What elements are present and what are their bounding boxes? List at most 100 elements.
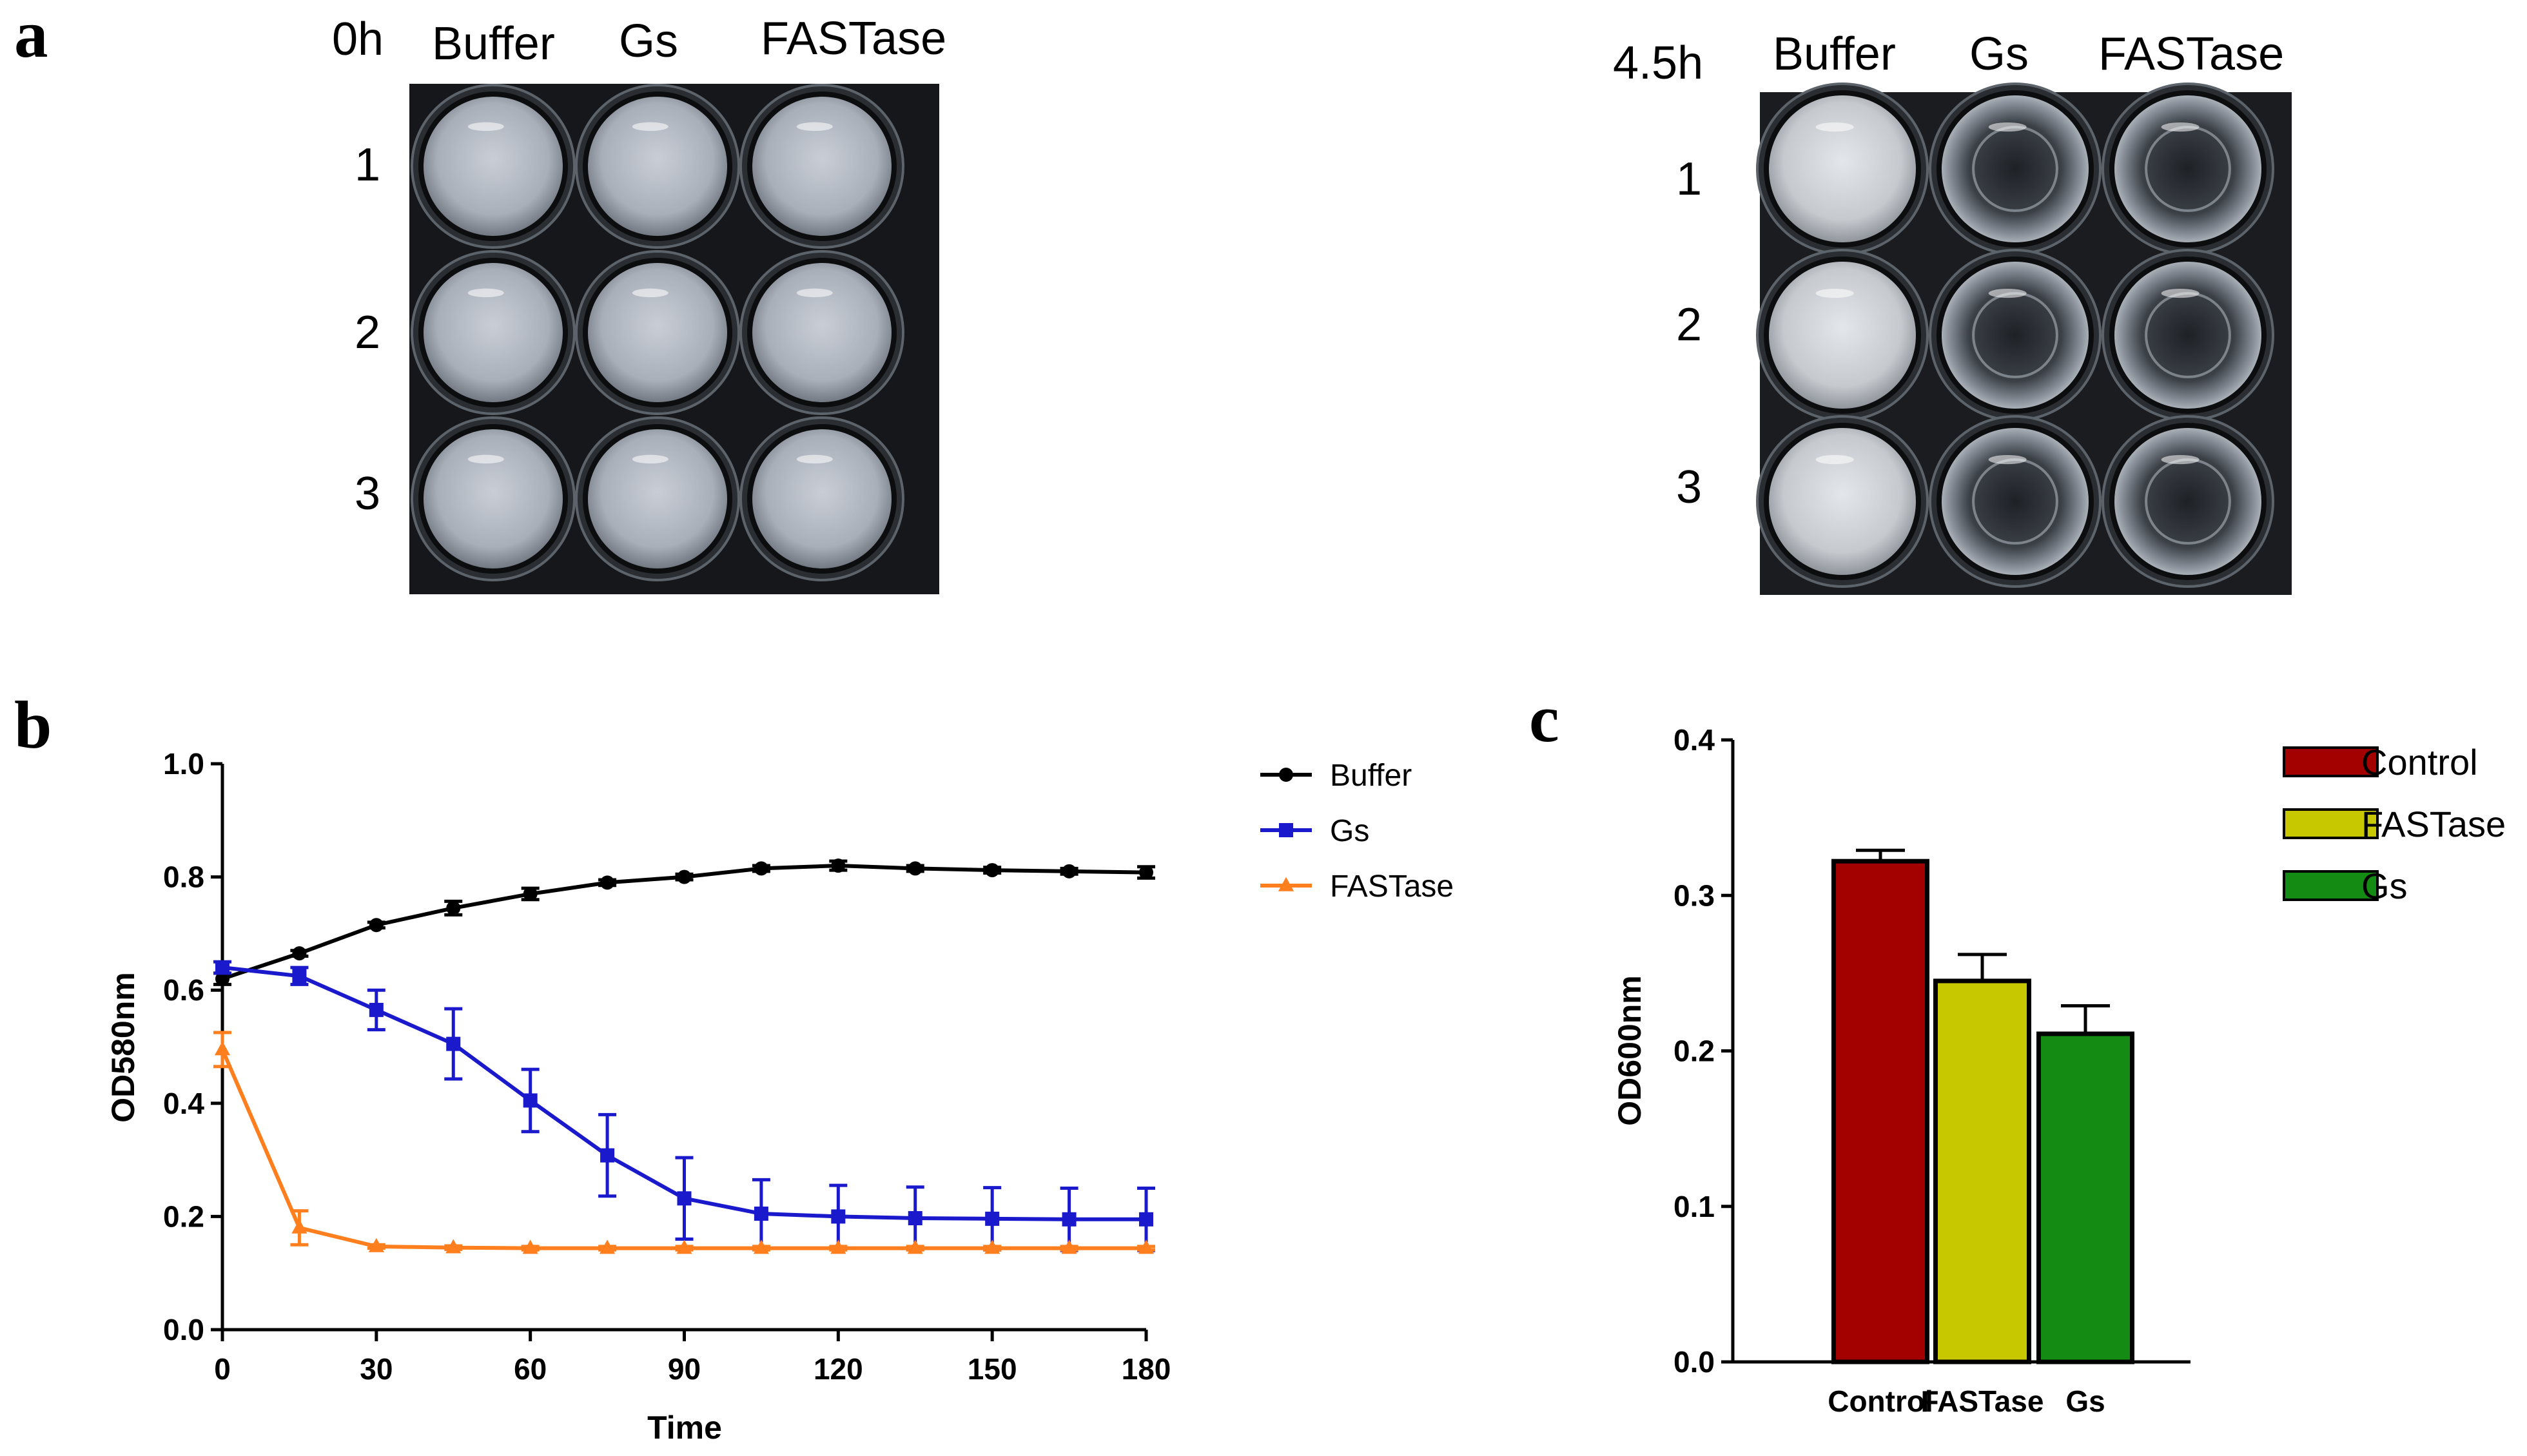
wells-grid [411, 84, 904, 581]
well-turbid [575, 250, 740, 415]
data-point [907, 1239, 923, 1254]
bar-fastase [1933, 978, 2031, 1364]
photo-row-label: 3 [1676, 461, 1702, 513]
photo-time-label: 0h [332, 14, 384, 65]
legend-label: Buffer [1330, 759, 1412, 793]
legend-swatch [2283, 808, 2379, 839]
photo-column-label: Buffer [432, 18, 555, 70]
legend-swatch [2283, 870, 2379, 901]
y-axis-title: OD600nm [1612, 975, 1648, 1125]
photo-column-label: Gs [1969, 28, 2029, 80]
legend-label: Control [2361, 742, 2478, 782]
legend-label: Gs [2361, 866, 2408, 906]
legend-item: FASTase [2283, 804, 2506, 844]
y-tick-label: 0.4 [1673, 723, 1715, 757]
y-axis-title: OD580nm [105, 972, 141, 1122]
data-point [214, 1041, 231, 1056]
legend-item: Buffer [1260, 759, 1412, 793]
data-point [908, 1211, 922, 1226]
data-point [1062, 1212, 1077, 1227]
well-clear [1929, 249, 2102, 422]
well-turbid [575, 416, 740, 581]
data-point [1138, 1239, 1155, 1254]
data-point [445, 1239, 462, 1254]
data-point [446, 900, 461, 915]
data-point [676, 1239, 692, 1254]
data-point [1279, 768, 1293, 782]
data-point [984, 1239, 1000, 1254]
data-point [523, 1093, 538, 1108]
data-point [753, 1239, 770, 1254]
legend-label: FASTase [2361, 804, 2506, 844]
photo-row-label: 1 [355, 139, 380, 191]
x-tick-label: 0 [214, 1352, 231, 1386]
data-point [291, 1219, 307, 1234]
data-point [831, 859, 846, 873]
photo-column-label: FASTase [761, 13, 946, 64]
data-point [677, 1191, 692, 1206]
data-point [1062, 864, 1077, 878]
x-tick-label: 60 [514, 1352, 547, 1386]
panel-b-label: b [14, 687, 52, 762]
well-turbid [575, 84, 740, 249]
legend: Buffer Gs FASTase [1260, 759, 1454, 904]
data-point [985, 1211, 1000, 1226]
x-tick-label: 120 [814, 1352, 863, 1386]
data-point [1061, 1239, 1077, 1254]
photo-row-label: 2 [355, 307, 380, 358]
data-point [908, 861, 922, 876]
data-point [1278, 877, 1294, 891]
well-turbid [739, 416, 904, 581]
well-turbid [1756, 83, 1929, 255]
series-gs [213, 960, 1155, 1252]
error-bar [1958, 953, 2007, 981]
y-tick-label: 0.2 [1673, 1034, 1715, 1068]
data-point [599, 1239, 616, 1254]
data-point [677, 869, 692, 884]
y-tick-label: 0.8 [163, 860, 204, 894]
y-tick-label: 0.2 [163, 1199, 204, 1233]
legend-item: Control [2283, 742, 2478, 782]
data-point [292, 946, 307, 961]
y-tick-label: 0.1 [1673, 1190, 1715, 1223]
well-clear [1929, 415, 2102, 588]
data-point [831, 1209, 846, 1224]
data-point [754, 1207, 768, 1221]
data-point [1279, 823, 1293, 837]
data-point [368, 1238, 384, 1252]
bar-control [1831, 859, 1929, 1364]
data-point [523, 886, 538, 901]
well-turbid [739, 84, 904, 249]
data-point [1139, 865, 1153, 880]
x-tick-label: 180 [1122, 1352, 1171, 1386]
well-clear [2102, 249, 2274, 422]
data-point [446, 1036, 461, 1051]
data-point [830, 1239, 846, 1254]
x-tick-label: Control [1828, 1384, 1933, 1418]
series-fastase [213, 1031, 1155, 1254]
data-point [215, 960, 229, 975]
well-turbid [411, 84, 576, 249]
y-tick-label: 0.4 [163, 1087, 204, 1120]
data-point [600, 1148, 615, 1163]
legend-label: FASTase [1330, 869, 1454, 904]
legend-label: Gs [1330, 814, 1369, 848]
chart-b: 0.0 0.2 0.4 0.6 0.8 1.0 0 30 60 90 120 150 180 OD580… [105, 747, 1454, 1446]
x-tick-label: 150 [968, 1352, 1017, 1386]
well-turbid [1756, 249, 1929, 422]
x-tick-label: 90 [668, 1352, 701, 1386]
photo-4-5h: 4.5h Buffer Gs FASTase 1 2 3 [1613, 28, 2292, 595]
photo-0h: 0h Buffer Gs FASTase 1 2 3 [332, 13, 946, 594]
photo-row-label: 3 [355, 468, 380, 519]
data-point [369, 918, 384, 933]
y-tick-label: 0.0 [163, 1313, 204, 1346]
legend: Control FASTase Gs [2283, 742, 2506, 906]
well-turbid [411, 416, 576, 581]
legend-swatch [2283, 746, 2379, 777]
photo-column-label: Gs [619, 15, 678, 67]
well-clear [2102, 415, 2274, 588]
data-point [600, 875, 615, 890]
well-turbid [411, 250, 576, 415]
